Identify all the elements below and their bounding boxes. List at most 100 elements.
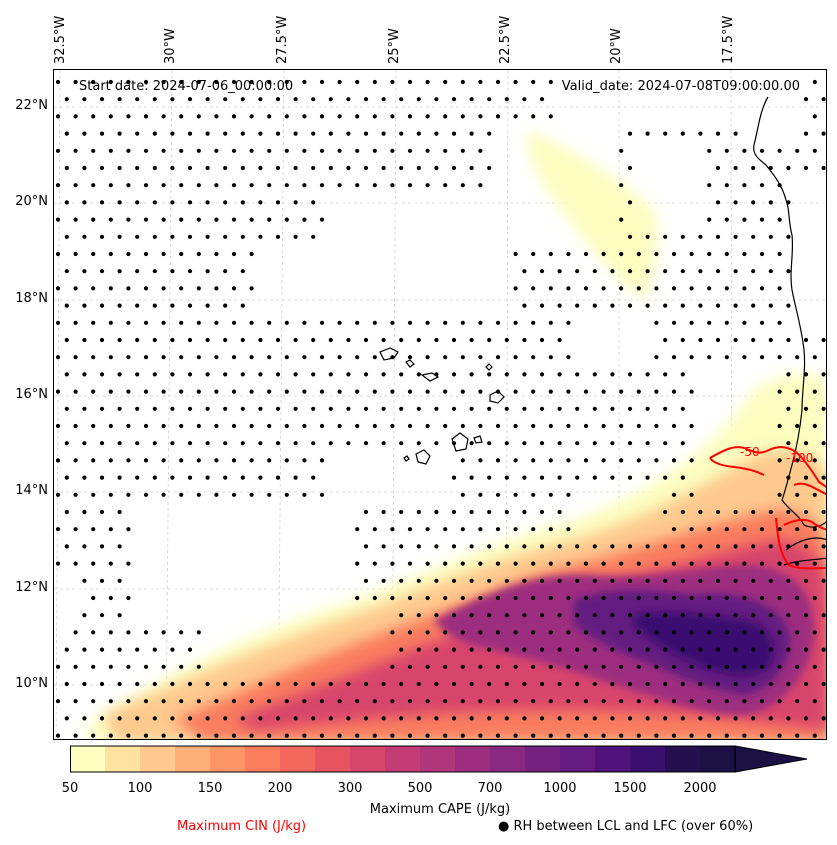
rh-dot (328, 165, 333, 171)
rh-dot (117, 544, 122, 549)
rh-dot (407, 114, 413, 119)
rh-dot (73, 389, 78, 394)
rh-dot (126, 630, 131, 635)
rh-dot (795, 148, 800, 153)
colorbar-segment (420, 746, 456, 772)
rh-dot (117, 97, 122, 102)
rh-dot (724, 527, 729, 532)
rh-dot (231, 733, 237, 738)
rh-dot (698, 681, 703, 687)
rh-dot (249, 183, 254, 188)
rh-dot (126, 286, 131, 291)
rh-dot (407, 527, 413, 532)
rh-dot (768, 613, 773, 618)
rh-dot (135, 269, 140, 274)
rh-dot (126, 699, 131, 704)
rh-dot (557, 441, 562, 446)
lon-label: 25°W (387, 28, 402, 64)
rh-dot (240, 716, 245, 721)
rh-dot (179, 664, 184, 669)
rh-dot (126, 492, 131, 497)
rh-dot (513, 423, 518, 429)
rh-dot (161, 148, 166, 153)
island-outline (405, 359, 415, 368)
rh-dot (187, 97, 193, 102)
rh-dot (372, 561, 377, 566)
rh-dot (143, 458, 149, 463)
rh-dot (495, 79, 501, 85)
rh-dot (583, 286, 589, 291)
rh-dot (267, 492, 272, 497)
rh-dot (135, 716, 140, 721)
rh-dot (663, 613, 668, 618)
rh-dot (170, 681, 175, 687)
rh-dot (469, 681, 474, 687)
rh-dot (575, 406, 580, 411)
rh-dot (803, 475, 809, 480)
rh-dot (671, 699, 677, 704)
rh-dot (601, 423, 606, 429)
rh-dot (469, 406, 474, 411)
rh-dot (592, 681, 597, 687)
rh-dot (170, 406, 175, 411)
rh-dot (495, 733, 501, 738)
rh-dot (548, 733, 553, 738)
rh-dot (231, 699, 237, 704)
rh-dot (636, 699, 641, 704)
rh-dot (275, 372, 281, 377)
rh-dot (135, 303, 140, 308)
rh-dot (161, 630, 166, 635)
rh-dot (249, 492, 254, 497)
rh-dot (531, 114, 536, 119)
rh-dot (610, 372, 615, 377)
colorbar-tick-label: 50 (61, 781, 79, 796)
rh-dot (478, 423, 483, 429)
rh-dot (196, 217, 201, 222)
rh-dot (196, 699, 201, 704)
rh-dot (214, 148, 219, 153)
rh-dot (64, 372, 69, 377)
rh-dot (135, 131, 140, 136)
rh-dot (143, 630, 149, 635)
rh-dot (99, 578, 105, 583)
rh-dot (82, 544, 87, 549)
rh-dot (619, 699, 624, 704)
rh-dot (566, 286, 571, 291)
rh-dot (91, 148, 96, 153)
rh-dot (302, 114, 307, 119)
rh-dot (539, 269, 545, 274)
rh-dot (724, 733, 729, 738)
rh-dot (663, 441, 668, 446)
rh-dot (451, 165, 457, 171)
rh-dot (170, 372, 175, 377)
rh-dot (82, 200, 87, 205)
rh-dot (522, 303, 527, 308)
rh-dot (425, 79, 430, 85)
rh-dot (698, 647, 703, 652)
rh-dot (504, 372, 509, 377)
colorbar-segment (245, 746, 281, 772)
rh-dot (777, 423, 782, 429)
rh-dot (319, 79, 325, 85)
rh-dot (742, 320, 747, 325)
island-outline (379, 347, 399, 361)
rh-dot (443, 389, 448, 394)
rh-dot (55, 355, 61, 360)
rh-dot (381, 441, 386, 446)
rh-dot (267, 699, 272, 704)
rh-dot (671, 595, 677, 601)
rh-dot (284, 79, 289, 85)
rh-dot (249, 699, 254, 704)
island-outline (415, 449, 431, 465)
rh-dot (469, 716, 474, 721)
rh-dot (627, 165, 633, 171)
rh-dot (64, 475, 69, 480)
rh-dot (126, 561, 131, 566)
rh-dot (99, 303, 105, 308)
rh-dot (346, 406, 351, 411)
rh-dot (99, 131, 105, 136)
rh-dot (689, 251, 694, 257)
map-panel: -50 -100 Start date: 2024-07-06_00:00:00… (53, 69, 827, 740)
rh-dot (531, 527, 536, 532)
rh-dot (627, 303, 633, 308)
